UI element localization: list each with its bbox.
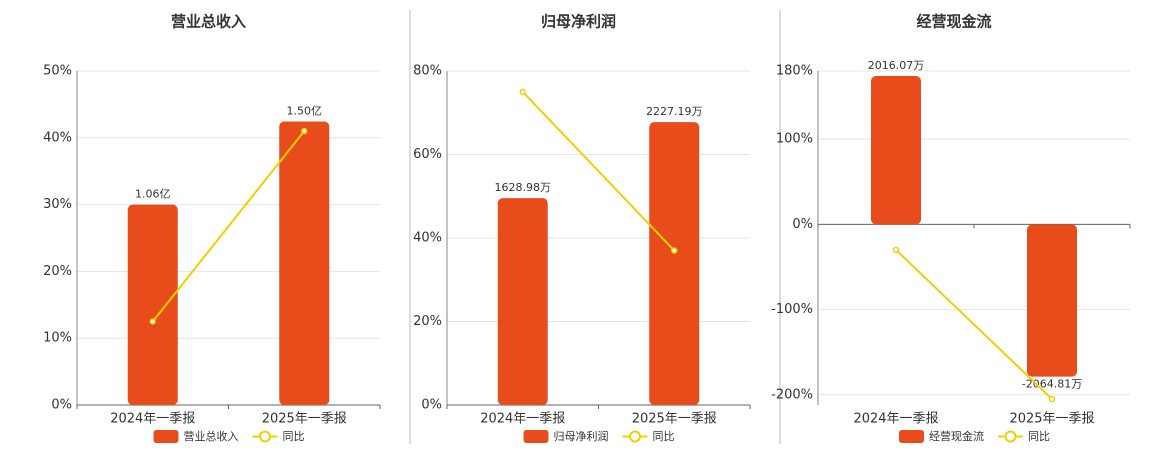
line-point bbox=[671, 247, 678, 254]
y-tick-label: 30% bbox=[43, 197, 72, 212]
value-label: 1628.98万 bbox=[495, 181, 552, 194]
x-tick-label: 2025年一季报 bbox=[632, 412, 717, 427]
value-label: 1.06亿 bbox=[135, 188, 171, 201]
chart-title: 营业总收入 bbox=[171, 13, 246, 31]
line bbox=[522, 91, 675, 252]
line-point bbox=[1048, 395, 1056, 403]
y-tick-label: 0% bbox=[792, 217, 813, 232]
legend-swatch bbox=[523, 430, 549, 443]
x-tick-label: 2024年一季报 bbox=[853, 412, 938, 427]
x-tick-label: 2024年一季报 bbox=[110, 412, 195, 427]
legend-label: 同比 bbox=[1028, 430, 1050, 443]
value-label: -2064.81万 bbox=[1022, 378, 1082, 391]
y-tick-label: 0% bbox=[421, 398, 442, 413]
value-label: 2016.07万 bbox=[868, 59, 925, 72]
bar bbox=[127, 204, 178, 405]
value-label: 2227.19万 bbox=[646, 105, 703, 118]
legend-swatch bbox=[899, 430, 924, 443]
y-tick-label: 40% bbox=[413, 231, 442, 246]
y-tick-label: 60% bbox=[413, 147, 442, 162]
y-tick-label: 0% bbox=[51, 398, 72, 413]
y-tick-label: 80% bbox=[413, 64, 442, 79]
chart-title: 经营现金流 bbox=[916, 13, 991, 31]
y-tick-label: 20% bbox=[413, 314, 442, 329]
y-tick-label: 50% bbox=[43, 64, 72, 79]
chart-title: 归母净利润 bbox=[541, 13, 616, 31]
y-tick-label: 10% bbox=[43, 331, 72, 346]
line-point bbox=[892, 246, 900, 254]
y-tick-label: 100% bbox=[776, 132, 813, 147]
x-tick-label: 2025年一季报 bbox=[1009, 412, 1094, 427]
legend-label: 经营现金流 bbox=[929, 429, 984, 443]
line bbox=[151, 130, 306, 323]
y-tick-label: -100% bbox=[771, 302, 813, 317]
line bbox=[895, 249, 1053, 400]
x-tick-label: 2025年一季报 bbox=[262, 412, 347, 427]
y-tick-label: -200% bbox=[771, 387, 813, 402]
bar bbox=[1027, 224, 1077, 377]
x-tick-label: 2024年一季报 bbox=[480, 412, 565, 427]
bar bbox=[649, 122, 700, 406]
legend-label: 同比 bbox=[283, 430, 305, 443]
legend-marker bbox=[259, 430, 271, 443]
line-point bbox=[149, 318, 156, 325]
bar bbox=[497, 198, 548, 405]
value-label: 1.50亿 bbox=[287, 104, 323, 117]
legend-marker bbox=[629, 430, 641, 443]
bar bbox=[871, 76, 921, 225]
y-tick-label: 180% bbox=[776, 64, 813, 79]
legend-label: 同比 bbox=[653, 430, 675, 443]
legend-marker bbox=[1004, 430, 1017, 443]
legend-swatch bbox=[153, 430, 179, 443]
line-point bbox=[301, 127, 308, 135]
y-tick-label: 20% bbox=[43, 264, 72, 279]
legend-label: 归母净利润 bbox=[554, 429, 609, 443]
bar bbox=[279, 121, 330, 405]
legend-label: 营业总收入 bbox=[184, 429, 239, 443]
line-point bbox=[519, 88, 526, 96]
y-tick-label: 40% bbox=[43, 130, 72, 145]
